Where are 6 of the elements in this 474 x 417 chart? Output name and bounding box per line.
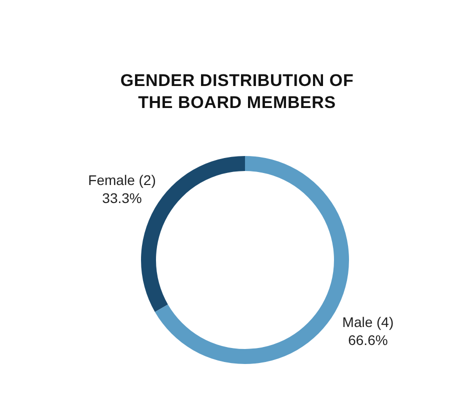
data-label: 66.6% — [348, 332, 388, 348]
slice-label: Female (2) — [88, 172, 156, 188]
chart-title: GENDER DISTRIBUTION OF THE BOARD MEMBERS — [119, 70, 355, 114]
donut-slice — [141, 156, 245, 312]
slice-label: Male (4) — [342, 314, 394, 330]
data-label: 33.3% — [102, 190, 142, 206]
